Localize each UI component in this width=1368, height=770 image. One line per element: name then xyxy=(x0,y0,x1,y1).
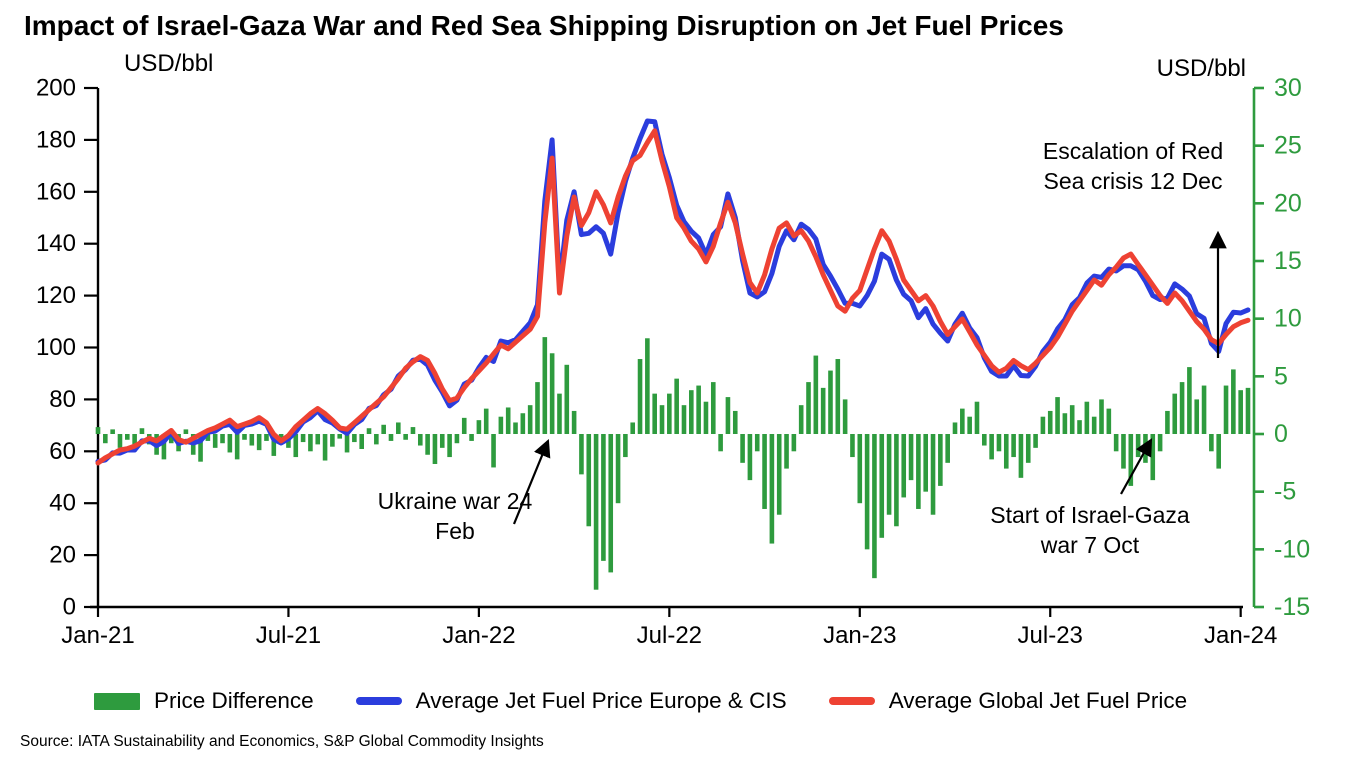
svg-text:20: 20 xyxy=(1274,189,1302,217)
svg-text:80: 80 xyxy=(49,386,76,413)
svg-text:-5: -5 xyxy=(1274,478,1296,506)
global-price-line-swatch-icon xyxy=(828,697,875,705)
global-price-line xyxy=(95,128,1251,466)
annotation-red-sea-crisis: Escalation of Red Sea crisis 12 Dec xyxy=(1016,136,1250,197)
legend-label-europe-cis: Average Jet Fuel Price Europe & CIS xyxy=(415,688,787,713)
svg-text:Jul-23: Jul-23 xyxy=(1018,622,1083,649)
source-attribution: Source: IATA Sustainability and Economic… xyxy=(20,733,544,750)
europe-cis-line-swatch-icon xyxy=(355,697,402,705)
svg-text:5: 5 xyxy=(1274,362,1288,390)
legend-label-global-price: Average Global Jet Fuel Price xyxy=(888,688,1188,713)
legend-label-price-difference: Price Difference xyxy=(154,688,314,713)
annotation-ukraine-line2: Feb xyxy=(435,518,475,545)
svg-text:Jan-24: Jan-24 xyxy=(1204,622,1277,649)
svg-text:Jan-21: Jan-21 xyxy=(61,622,134,649)
svg-text:25: 25 xyxy=(1274,132,1302,160)
svg-text:140: 140 xyxy=(36,230,76,257)
right-axis-unit-label: USD/bbl xyxy=(1156,55,1246,82)
svg-text:Jul-21: Jul-21 xyxy=(256,622,321,649)
annotation-redsea-line2: Sea crisis 12 Dec xyxy=(1043,168,1223,195)
annotation-israel-gaza-war: Start of Israel-Gaza war 7 Oct xyxy=(948,500,1232,561)
svg-text:-10: -10 xyxy=(1274,535,1310,563)
annotation-arrows xyxy=(512,230,1227,525)
chart-legend: Price Difference Average Jet Fuel Price … xyxy=(94,688,1187,714)
legend-item-price-difference: Price Difference xyxy=(94,688,314,714)
svg-text:100: 100 xyxy=(36,334,76,361)
price-difference-swatch-icon xyxy=(94,692,140,710)
svg-text:-15: -15 xyxy=(1274,593,1310,621)
annotation-redsea-line1: Escalation of Red xyxy=(1042,138,1224,164)
svg-text:Jan-22: Jan-22 xyxy=(442,622,515,649)
svg-text:20: 20 xyxy=(49,542,76,569)
svg-text:200: 200 xyxy=(36,75,76,102)
svg-text:40: 40 xyxy=(49,490,76,517)
svg-text:0: 0 xyxy=(1274,420,1288,448)
svg-text:0: 0 xyxy=(63,594,76,621)
svg-text:Jan-23: Jan-23 xyxy=(823,622,896,649)
svg-text:15: 15 xyxy=(1274,247,1302,275)
svg-text:120: 120 xyxy=(36,282,76,309)
annotation-israel-line1: Start of Israel-Gaza xyxy=(990,502,1190,528)
legend-item-europe-cis: Average Jet Fuel Price Europe & CIS xyxy=(355,688,787,714)
svg-text:180: 180 xyxy=(36,126,76,153)
svg-text:160: 160 xyxy=(36,178,76,205)
annotation-ukraine-line1: Ukraine war 24 xyxy=(377,488,533,514)
left-axis-unit-label: USD/bbl xyxy=(124,50,214,77)
svg-text:30: 30 xyxy=(1274,74,1302,102)
annotation-israel-line2: war 7 Oct xyxy=(1040,532,1140,559)
svg-text:10: 10 xyxy=(1274,305,1302,333)
chart-title: Impact of Israel-Gaza War and Red Sea Sh… xyxy=(24,10,1064,41)
annotation-ukraine-war: Ukraine war 24 Feb xyxy=(330,486,580,547)
legend-item-global-price: Average Global Jet Fuel Price xyxy=(828,688,1188,714)
svg-text:60: 60 xyxy=(49,438,76,465)
svg-text:Jul-22: Jul-22 xyxy=(637,622,702,649)
